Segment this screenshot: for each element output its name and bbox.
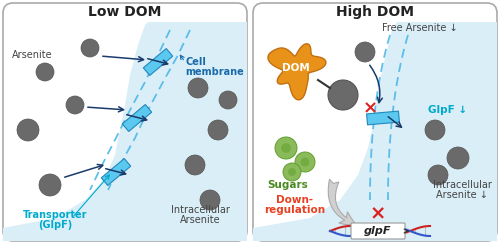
Circle shape <box>281 143 291 153</box>
Polygon shape <box>122 104 152 132</box>
Text: ×: × <box>362 99 378 117</box>
FancyBboxPatch shape <box>351 223 405 239</box>
Polygon shape <box>102 159 130 185</box>
Circle shape <box>283 163 301 181</box>
FancyBboxPatch shape <box>3 3 247 241</box>
Polygon shape <box>268 44 326 100</box>
Circle shape <box>66 96 84 114</box>
Text: regulation: regulation <box>264 205 326 215</box>
Circle shape <box>355 42 375 62</box>
Polygon shape <box>3 22 247 241</box>
Circle shape <box>39 174 61 196</box>
FancyArrowPatch shape <box>328 179 355 225</box>
Circle shape <box>208 120 228 140</box>
Text: Down-: Down- <box>276 195 314 205</box>
Text: Sugars: Sugars <box>268 180 308 190</box>
Text: High DOM: High DOM <box>336 5 414 19</box>
Text: GlpF ↓: GlpF ↓ <box>428 105 467 115</box>
Text: Low DOM: Low DOM <box>88 5 162 19</box>
Text: DOM: DOM <box>282 63 310 73</box>
Text: Free Arsenite ↓: Free Arsenite ↓ <box>382 23 458 33</box>
Text: Intracellular: Intracellular <box>432 180 492 190</box>
Circle shape <box>188 78 208 98</box>
Text: Arsenite: Arsenite <box>180 215 220 225</box>
Text: Cell: Cell <box>185 57 206 67</box>
Text: Transporter: Transporter <box>23 210 88 220</box>
Circle shape <box>200 190 220 210</box>
Circle shape <box>185 155 205 175</box>
Circle shape <box>81 39 99 57</box>
Text: glpF: glpF <box>364 226 392 236</box>
Circle shape <box>288 168 296 176</box>
Polygon shape <box>144 49 172 75</box>
Circle shape <box>17 119 39 141</box>
Text: Intracellular: Intracellular <box>170 205 230 215</box>
FancyBboxPatch shape <box>253 3 497 241</box>
Text: Arsenite ↓: Arsenite ↓ <box>436 190 488 200</box>
Text: membrane: membrane <box>185 67 244 77</box>
Text: Arsenite: Arsenite <box>12 50 52 60</box>
Circle shape <box>447 147 469 169</box>
Circle shape <box>328 80 358 110</box>
Polygon shape <box>366 111 400 125</box>
Circle shape <box>36 63 54 81</box>
Polygon shape <box>253 22 497 241</box>
Circle shape <box>219 91 237 109</box>
Circle shape <box>295 152 315 172</box>
Circle shape <box>425 120 445 140</box>
Circle shape <box>428 165 448 185</box>
Circle shape <box>275 137 297 159</box>
Text: ×: × <box>370 204 386 224</box>
Circle shape <box>300 157 310 166</box>
Text: (GlpF): (GlpF) <box>38 220 72 230</box>
